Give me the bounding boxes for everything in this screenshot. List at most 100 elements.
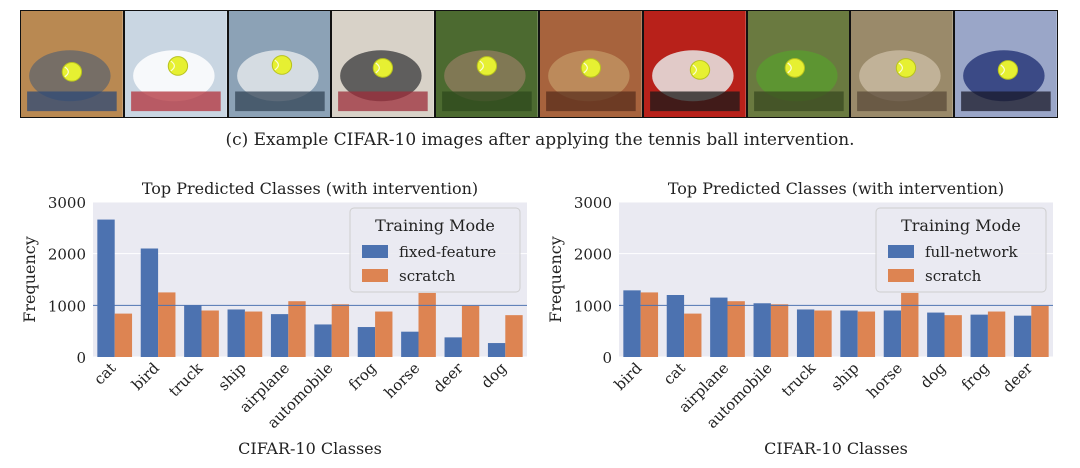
chart1-xtick-label: horse [381,359,424,402]
chart1-bar-scratch-horse [418,292,436,357]
chart1-bar-fixed-feature-bird [140,248,159,357]
thumbnail-frog [539,10,643,118]
chart1-legend-swatch-fixed-feature [362,245,388,258]
chart1-ytick-label: 1000 [48,297,86,315]
chart2-ytick-label: 0 [602,349,612,367]
chart2-bar-full-network-airplane [710,297,728,357]
tennis-ball-icon [580,58,602,78]
chart2-legend-label-scratch: scratch [925,267,982,285]
chart1-bar-scratch-truck [201,310,219,357]
chart1-bar-scratch-automobile [331,304,350,357]
chart1-bar-scratch-deer [461,305,480,357]
chart1-xtick-label: ship [215,359,250,394]
tennis-ball-icon [896,58,917,78]
chart2-xtick-label: horse [863,359,906,402]
tennis-ball-icon [61,62,83,82]
chart2-bar-full-network-bird [623,290,641,357]
chart2-xtick-label: frog [958,359,993,394]
chart1-ytick-label: 2000 [48,246,86,264]
tennis-ball-icon [476,56,498,76]
chart2-xtick-label: dog [917,359,950,392]
chart2-title: Top Predicted Classes (with intervention… [668,179,1004,198]
chart2-legend-label-full-network: full-network [925,243,1018,261]
chart1-legend-swatch-scratch [362,269,388,282]
image-strip [20,10,1058,118]
chart2-bar-scratch-frog [987,311,1006,357]
thumbnail-airplane [331,10,436,118]
tennis-ball-icon [689,60,710,80]
chart2-legend [875,207,1047,293]
chart1-xtick-label: truck [165,358,207,400]
chart2-bar-scratch-dog [944,315,962,357]
chart1-bar-fixed-feature-deer [444,337,462,357]
chart1-bar-scratch-frog [375,311,393,357]
chart2-bar-scratch-horse [901,292,919,357]
figure-caption: (c) Example CIFAR-10 images after applyi… [225,130,855,150]
chart2-bar-full-network-truck [796,309,815,357]
chart1-bar-fixed-feature-frog [357,327,376,357]
chart2-xtick-label: cat [660,359,689,388]
chart1-y-axis-label: Frequency [20,236,39,323]
chart2-bar-full-network-ship [840,310,858,357]
chart2-bar-scratch-deer [1031,305,1049,357]
chart2-ytick-label: 2000 [574,246,612,264]
chart2-xtick-label: truck [778,358,820,400]
thumbnail-cat [850,10,955,118]
chart2-y-axis-label: Frequency [546,236,565,323]
chart1-bar-fixed-feature-cat [97,219,115,357]
chart1-bar-fixed-feature-automobile [314,324,332,357]
thumbnail-ship [227,10,332,118]
thumbnail-automobile [954,10,1058,118]
chart1-legend-label-fixed-feature: fixed-feature [399,243,496,261]
chart1-bar-scratch-dog [505,315,523,357]
chart2-legend-title: Training Mode [901,216,1021,235]
chart1-bar-fixed-feature-airplane [270,314,289,357]
chart2-xtick-label: deer [999,359,1037,397]
chart1-xtick-label: dog [477,359,510,392]
chart2-x-axis-label: CIFAR-10 Classes [764,439,908,458]
chart2-bar-scratch-ship [857,311,876,357]
tennis-ball-icon [997,60,1019,80]
chart1-bar-scratch-airplane [288,301,306,357]
chart1-xtick-label: deer [430,359,468,397]
chart2-bar-scratch-automobile [770,304,789,357]
thumbnail-cat [20,10,124,118]
chart2-bar-full-network-cat [666,295,685,357]
chart2-bar-full-network-frog [970,314,988,357]
chart1-bar-fixed-feature-truck [184,305,202,357]
chart1-xtick-label: cat [90,359,119,388]
chart1-bar-fixed-feature-horse [401,331,419,357]
chart1-ytick-label: 3000 [48,194,86,212]
chart2-bar-scratch-cat [684,313,702,357]
chart1-bar-fixed-feature-dog [487,343,506,357]
chart1-legend-label-scratch: scratch [399,267,456,285]
chart2-bar-full-network-automobile [753,303,771,357]
tennis-ball-icon [373,58,394,78]
thumbnail-frog [435,10,539,118]
chart2-bar-full-network-dog [927,312,945,357]
tennis-ball-icon [784,58,805,78]
chart1-xtick-label: frog [345,359,380,394]
chart2-bar-scratch-airplane [727,301,745,357]
chart1-bar-scratch-cat [114,313,133,357]
chart2-ytick-label: 3000 [574,194,612,212]
chart2-legend-swatch-full-network [888,245,914,258]
chart2-xtick-label: ship [827,359,862,394]
chart1-legend-title: Training Mode [375,216,495,235]
chart2-legend-swatch-scratch [888,269,914,282]
chart1-bar-scratch-bird [158,292,176,357]
tennis-ball-icon [167,56,188,76]
chart1-ytick-label: 0 [76,349,86,367]
chart1-bar-fixed-feature-ship [227,309,245,357]
chart1-title: Top Predicted Classes (with intervention… [142,179,478,198]
thumbnail-ship [123,10,228,118]
chart2-ytick-label: 1000 [574,297,612,315]
chart1-xtick-label: bird [128,359,163,394]
chart1-legend [349,207,521,293]
chart2-bar-full-network-horse [883,310,902,357]
chart1-bar-scratch-ship [244,311,263,357]
thumbnail-frog [746,10,851,118]
chart1-x-axis-label: CIFAR-10 Classes [238,439,382,458]
chart2-xtick-label: bird [611,359,646,394]
chart2-bar-scratch-bird [640,292,659,357]
